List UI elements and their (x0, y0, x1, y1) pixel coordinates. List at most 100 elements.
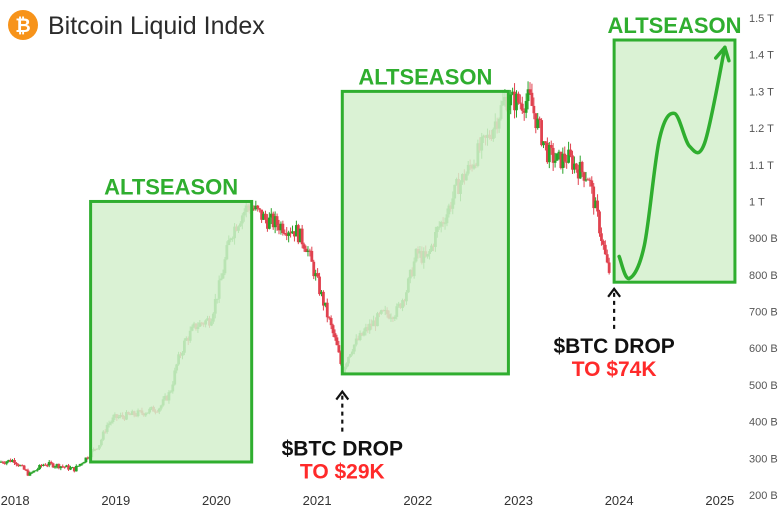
candle (256, 205, 260, 209)
candle (549, 145, 553, 148)
candle (520, 103, 524, 111)
candle (273, 216, 277, 228)
x-tick-label: 2020 (202, 493, 231, 508)
candle (329, 318, 333, 326)
candle (603, 244, 607, 255)
candle (522, 110, 526, 113)
candle (335, 337, 339, 346)
candle (323, 302, 327, 306)
candle (327, 317, 331, 319)
candle (569, 149, 572, 156)
candle (80, 463, 84, 465)
candle (260, 209, 264, 220)
candle (544, 141, 547, 143)
y-tick-label: 500 B (749, 380, 778, 392)
candle (271, 213, 275, 228)
y-tick-label: 1.1 T (749, 160, 774, 172)
candle (11, 460, 14, 462)
candle (86, 457, 90, 459)
candle (42, 464, 45, 466)
candle (513, 91, 516, 111)
candle (314, 273, 318, 277)
candle (28, 472, 32, 476)
candle (320, 291, 323, 295)
candle (7, 459, 11, 462)
bitcoin-logo-icon: ₿ (8, 10, 38, 40)
candle (576, 169, 580, 179)
candle (82, 462, 86, 464)
candle (528, 89, 532, 93)
candle (69, 467, 72, 470)
candle (545, 142, 549, 163)
candle (51, 463, 55, 468)
candle (574, 163, 578, 170)
candle (594, 200, 598, 209)
candle (55, 464, 59, 467)
candle (518, 102, 522, 104)
candle (600, 233, 603, 241)
candle (586, 179, 590, 181)
candle (524, 101, 528, 113)
altseason-label-1: ALTSEASON (104, 174, 238, 199)
candle (262, 213, 265, 220)
candle (547, 145, 551, 163)
candle (5, 461, 9, 464)
altseason-zone-3 (612, 38, 737, 284)
candle (532, 105, 536, 114)
candle (557, 151, 561, 154)
candle (34, 470, 38, 472)
candle (511, 91, 515, 95)
y-tick-label: 400 B (749, 417, 778, 429)
candle (281, 223, 285, 234)
y-tick-label: 1 T (749, 196, 765, 208)
candle (592, 186, 596, 209)
candle (333, 333, 337, 338)
candle (45, 465, 49, 467)
candle (24, 469, 28, 471)
annotation-label-2: $BTC DROP (553, 335, 674, 358)
candle (252, 208, 256, 210)
candle (43, 464, 47, 466)
candle (9, 459, 13, 462)
candle (322, 291, 325, 306)
candle (296, 225, 300, 243)
candle (266, 219, 269, 229)
x-tick-label: 2023 (504, 493, 533, 508)
candle (285, 233, 289, 236)
candle (291, 231, 294, 234)
y-tick-label: 1.4 T (749, 50, 774, 62)
y-tick-label: 300 B (749, 453, 778, 465)
candle (49, 461, 53, 464)
x-tick-label: 2021 (303, 493, 332, 508)
candle (294, 225, 298, 237)
candle (318, 276, 321, 295)
candle (300, 228, 304, 245)
candle (601, 240, 605, 245)
y-tick-label: 900 B (749, 233, 778, 245)
candle (254, 205, 258, 210)
candle (304, 248, 308, 252)
candle (258, 208, 262, 210)
candle (542, 141, 545, 146)
candle (293, 231, 296, 237)
candle (63, 466, 67, 468)
candle (20, 465, 24, 467)
candle (71, 467, 74, 469)
candle (15, 462, 18, 465)
candle (607, 262, 611, 273)
candle (279, 223, 283, 231)
candle (561, 153, 565, 169)
chart-header: ₿ Bitcoin Liquid Index (8, 10, 265, 40)
candle (61, 466, 65, 468)
candle (337, 345, 341, 353)
candle (84, 457, 88, 463)
candle (269, 213, 273, 218)
candle (53, 466, 57, 468)
candle (555, 153, 559, 161)
candle (316, 273, 320, 277)
candle (582, 172, 586, 181)
candle (538, 118, 542, 121)
x-tick-label: 2025 (705, 493, 734, 508)
candle (534, 113, 538, 129)
